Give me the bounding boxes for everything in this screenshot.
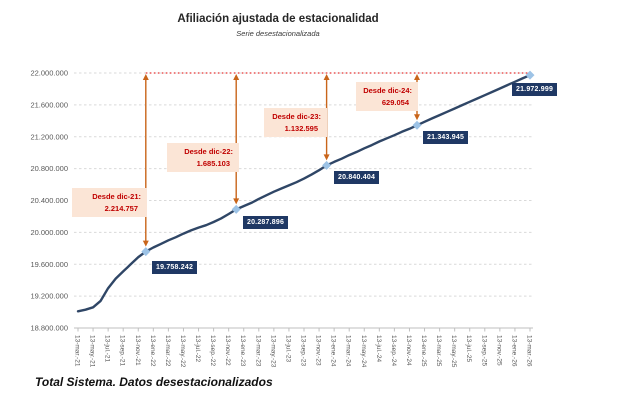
point-label-dic-23: 20.840.404 (334, 171, 380, 184)
y-axis-tick-label: 21.600.000 (30, 100, 68, 109)
x-axis-tick-label: 13-ene.-22 (149, 335, 156, 367)
y-axis-tick-label: 18.800.000 (30, 324, 68, 333)
annotation-desde-dic-22: Desde dic-22: 1.685.103 (167, 143, 239, 173)
arrowhead-up (142, 74, 149, 80)
x-axis-tick-label: 13-mar.-22 (164, 335, 171, 367)
x-axis-tick-label: 13-may.-21 (89, 335, 96, 368)
annotation-value: 629.054 (381, 97, 409, 107)
x-axis-tick-label: 13-sep.-23 (300, 335, 307, 366)
arrowhead-down (414, 114, 420, 121)
data-point-marker (525, 70, 535, 80)
x-axis-tick-label: 13-jul.-24 (375, 335, 382, 362)
x-axis-tick-label: 13-jul.-25 (465, 335, 472, 362)
point-label-dic-22: 20.287.896 (243, 216, 289, 229)
x-axis-tick-label: 13-may.-24 (360, 335, 367, 368)
x-axis-tick-label: 13-may.-22 (179, 335, 186, 368)
x-axis-tick-label: 13-sep.-21 (119, 335, 126, 366)
arrowhead-down (323, 154, 330, 161)
x-axis-tick-label: 13-sep.-24 (390, 335, 397, 366)
data-point-marker (141, 247, 151, 257)
annotation-value: 1.132.595 (284, 123, 318, 133)
arrowhead-down (142, 240, 149, 247)
chart-title: Afiliación ajustada de estacionalidad (177, 13, 379, 25)
data-point-marker (231, 204, 241, 214)
annotation-label: Desde dic-21: (92, 192, 141, 201)
point-label-dic-21: 19.758.242 (152, 261, 198, 274)
data-point-marker (322, 160, 332, 170)
x-axis-tick-label: 13-mar.-23 (254, 335, 261, 367)
arrowhead-down (233, 198, 240, 205)
x-axis-tick-label: 13-ene.-26 (510, 335, 517, 367)
point-label-dic-24: 21.343.945 (423, 131, 469, 144)
x-axis-tick-label: 13-may.-25 (450, 335, 457, 368)
annotation-desde-dic-24: Desde dic-24: 629.054 (356, 82, 418, 112)
annotation-desde-dic-23: Desde dic-23: 1.132.595 (264, 108, 327, 138)
x-axis-tick-label: 13-may.-23 (269, 335, 276, 368)
annotation-label: Desde dic-23: (272, 112, 321, 121)
x-axis-tick-label: 13-sep.-22 (209, 335, 216, 366)
arrowhead-up (233, 74, 240, 80)
x-axis-tick-label: 13-jul.-23 (284, 335, 291, 362)
x-axis-tick-label: 13-jul.-21 (104, 335, 111, 362)
x-axis-tick-label: 13-nov.-24 (405, 335, 412, 366)
annotation-desde-dic-21: Desde dic-21: 2.214.757 (72, 188, 147, 218)
annotation-value: 2.214.757 (104, 203, 138, 213)
x-axis-tick-label: 13-ene.-24 (330, 335, 337, 367)
x-axis-tick-label: 13-jul.-22 (194, 335, 201, 362)
x-axis-tick-label: 13-mar.-24 (345, 335, 352, 367)
x-axis-tick-label: 13-nov.-22 (224, 335, 231, 366)
x-axis-tick-label: 13-mar.-26 (526, 335, 533, 367)
y-axis-tick-label: 19.600.000 (30, 260, 68, 269)
series-line (76, 73, 532, 313)
x-axis-tick-label: 13-nov.-25 (495, 335, 502, 366)
y-axis-tick-label: 19.200.000 (30, 292, 68, 301)
x-axis-tick-label: 13-sep.-25 (480, 335, 487, 366)
annotation-value: 1.685.103 (196, 158, 230, 168)
annotation-label: Desde dic-24: (363, 86, 412, 95)
arrowhead-up (414, 74, 420, 80)
y-axis-tick-label: 22.000.000 (30, 69, 68, 78)
x-axis-tick-label: 13-mar.-25 (435, 335, 442, 367)
data-point-marker (412, 120, 422, 130)
annotation-label: Desde dic-22: (184, 147, 233, 156)
point-label-last: 21.972.999 (512, 83, 558, 96)
x-axis-tick-label: 13-nov.-21 (134, 335, 141, 366)
chart-subtitle: Serie desestacionalizada (236, 29, 320, 38)
x-axis-tick-label: 13-ene.-25 (420, 335, 427, 367)
x-axis-tick-label: 13-nov.-23 (315, 335, 322, 366)
y-axis-tick-label: 20.000.000 (30, 228, 68, 237)
arrowhead-up (323, 74, 330, 80)
x-axis-tick-label: 13-mar.-21 (74, 335, 81, 367)
y-axis-tick-label: 20.800.000 (30, 164, 68, 173)
footer-note: Total Sistema. Datos desestacionalizados (35, 375, 273, 389)
y-axis-tick-label: 20.400.000 (30, 196, 68, 205)
x-axis-tick-label: 13-ene.-23 (239, 335, 246, 367)
y-axis-tick-label: 21.200.000 (30, 132, 68, 141)
